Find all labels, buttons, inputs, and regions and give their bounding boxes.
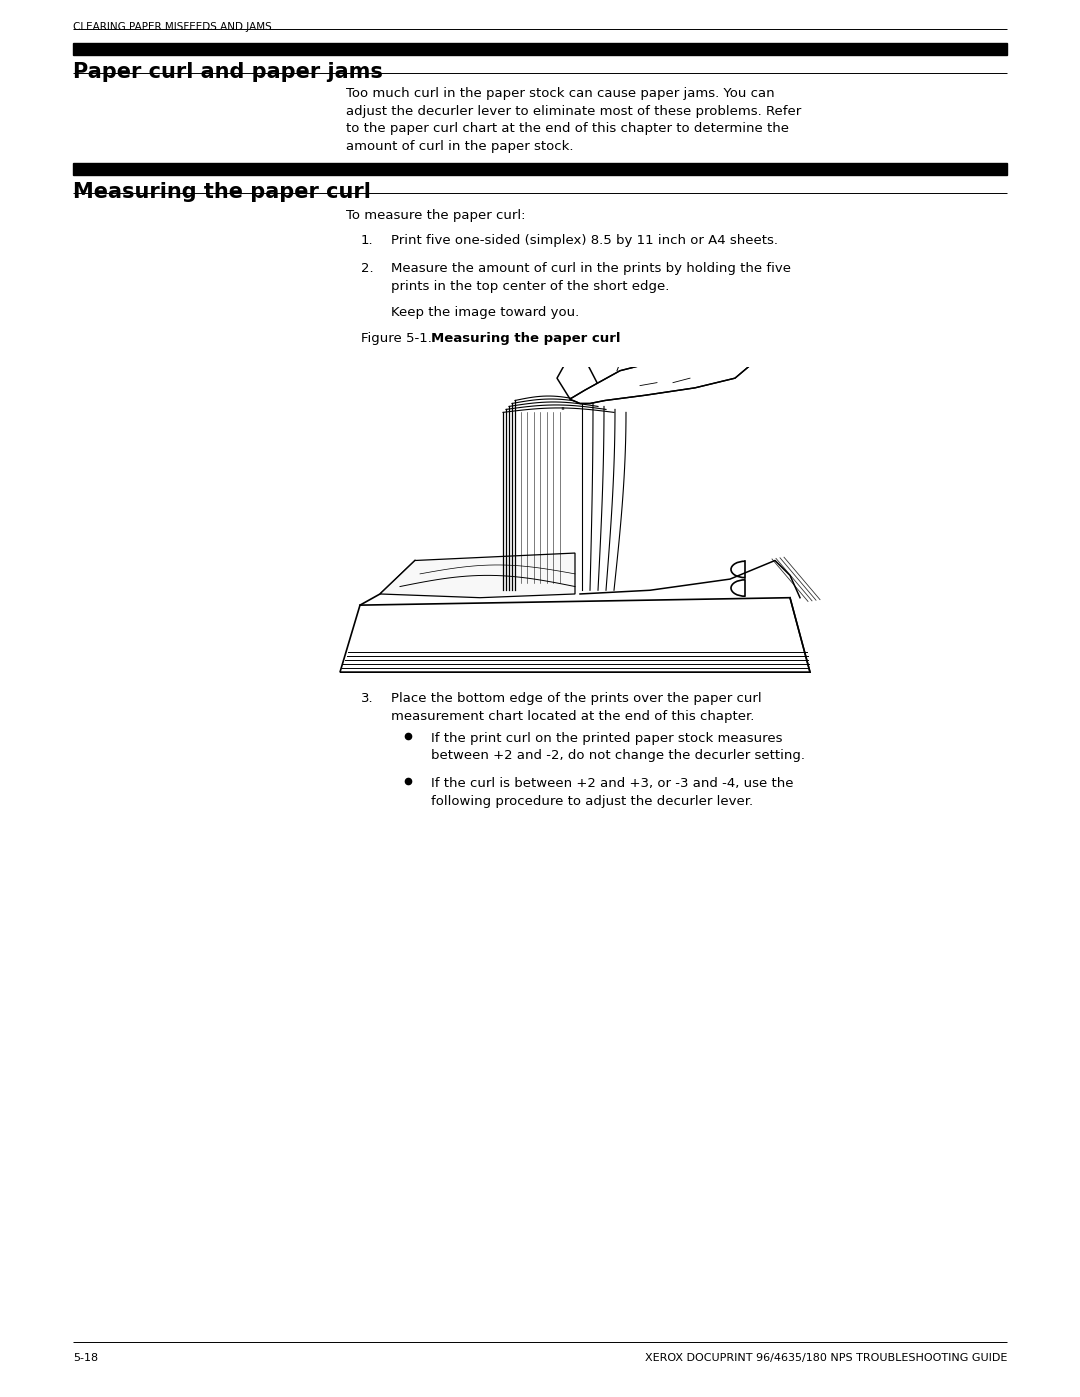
Text: 2.: 2. — [361, 263, 374, 275]
Text: adjust the decurler lever to eliminate most of these problems. Refer: adjust the decurler lever to eliminate m… — [346, 105, 801, 117]
Text: Measure the amount of curl in the prints by holding the five: Measure the amount of curl in the prints… — [391, 263, 791, 275]
Text: 3.: 3. — [361, 692, 374, 705]
Text: CLEARING PAPER MISFEEDS AND JAMS: CLEARING PAPER MISFEEDS AND JAMS — [73, 22, 272, 32]
Text: Place the bottom edge of the prints over the paper curl: Place the bottom edge of the prints over… — [391, 692, 761, 705]
Polygon shape — [570, 356, 750, 404]
Text: prints in the top center of the short edge.: prints in the top center of the short ed… — [391, 279, 670, 292]
Text: Measuring the paper curl: Measuring the paper curl — [431, 332, 621, 345]
Text: Measuring the paper curl: Measuring the paper curl — [73, 182, 370, 203]
Text: measurement chart located at the end of this chapter.: measurement chart located at the end of … — [391, 710, 754, 722]
Polygon shape — [380, 553, 575, 598]
Text: following procedure to adjust the decurler lever.: following procedure to adjust the decurl… — [431, 795, 753, 807]
Text: To measure the paper curl:: To measure the paper curl: — [346, 210, 526, 222]
Text: between +2 and -2, do not change the decurler setting.: between +2 and -2, do not change the dec… — [431, 750, 805, 763]
Text: 1.: 1. — [361, 235, 374, 247]
Polygon shape — [340, 598, 810, 672]
Bar — [73, 43, 1007, 54]
Text: 5-18: 5-18 — [73, 1354, 98, 1363]
Text: '': '' — [561, 407, 565, 416]
Text: Print five one-sided (simplex) 8.5 by 11 inch or A4 sheets.: Print five one-sided (simplex) 8.5 by 11… — [391, 235, 778, 247]
Text: Too much curl in the paper stock can cause paper jams. You can: Too much curl in the paper stock can cau… — [346, 87, 774, 101]
Text: amount of curl in the paper stock.: amount of curl in the paper stock. — [346, 140, 573, 152]
Text: If the curl is between +2 and +3, or -3 and -4, use the: If the curl is between +2 and +3, or -3 … — [431, 777, 794, 789]
Bar — [73, 163, 1007, 175]
Text: If the print curl on the printed paper stock measures: If the print curl on the printed paper s… — [431, 732, 783, 745]
Text: Figure 5-1.: Figure 5-1. — [361, 332, 432, 345]
Text: Keep the image toward you.: Keep the image toward you. — [391, 306, 579, 319]
Text: XEROX DOCUPRINT 96/4635/180 NPS TROUBLESHOOTING GUIDE: XEROX DOCUPRINT 96/4635/180 NPS TROUBLES… — [645, 1354, 1007, 1363]
Text: to the paper curl chart at the end of this chapter to determine the: to the paper curl chart at the end of th… — [346, 122, 789, 136]
Text: Paper curl and paper jams: Paper curl and paper jams — [73, 61, 383, 82]
